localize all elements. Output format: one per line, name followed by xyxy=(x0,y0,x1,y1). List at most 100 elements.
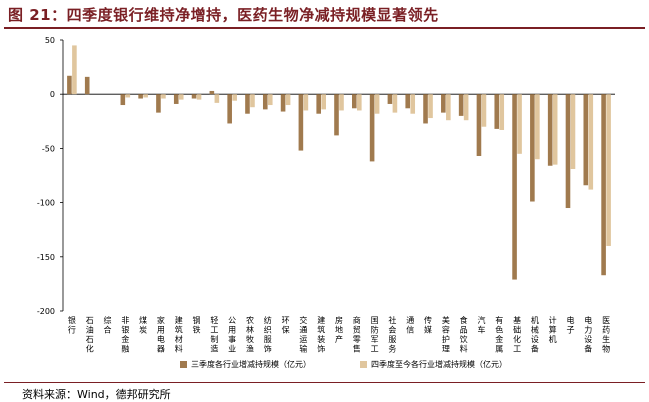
bar-1-4 xyxy=(138,94,143,99)
y-tick-label: -100 xyxy=(37,199,55,208)
bar-2-17 xyxy=(374,94,380,114)
bar-1-23 xyxy=(476,94,482,156)
category-label-25: 基础化工 xyxy=(513,315,521,354)
category-label-16: 商贸零售 xyxy=(353,315,361,354)
bar-1-8 xyxy=(209,90,215,95)
axis-layer: 50 0 -50 -100 -150 -200 xyxy=(37,36,615,316)
bar-1-11 xyxy=(262,94,268,110)
bar-2-27 xyxy=(552,94,558,165)
bar-2-13 xyxy=(303,94,309,111)
bar-2-26 xyxy=(535,94,540,160)
category-label-12: 环保 xyxy=(282,316,290,335)
bar-2-10 xyxy=(250,94,255,108)
y-tick-label: 0 xyxy=(50,90,55,99)
bar-1-9 xyxy=(227,94,232,124)
category-label-19: 通信 xyxy=(406,315,414,335)
bar-1-14 xyxy=(316,94,321,114)
bar-1-20 xyxy=(423,94,428,124)
category-label-8: 轻工制造 xyxy=(210,315,218,354)
bar-2-19 xyxy=(410,94,416,114)
bar-1-5 xyxy=(156,94,161,113)
bar-1-30 xyxy=(601,94,606,276)
bar-1-12 xyxy=(280,94,286,112)
bar-2-30 xyxy=(606,94,611,246)
bar-1-17 xyxy=(369,94,375,162)
y-tick-label: -200 xyxy=(37,307,55,316)
bar-1-7 xyxy=(191,94,197,99)
category-label-5: 家用电器 xyxy=(157,315,165,354)
bar-1-13 xyxy=(298,94,304,151)
footer-divider xyxy=(4,382,645,383)
bar-2-23 xyxy=(481,94,487,127)
category-label-30: 医药生物 xyxy=(602,316,610,354)
legend-label-1: 三季度各行业增减持规模（亿元） xyxy=(191,359,311,369)
y-tick-label: -50 xyxy=(42,144,55,153)
category-label-13: 交通运输 xyxy=(299,315,307,354)
category-label-29: 电力设备 xyxy=(584,315,592,354)
category-label-6: 建筑材料 xyxy=(175,315,183,354)
bar-1-16 xyxy=(352,94,357,109)
bar-2-9 xyxy=(232,94,237,101)
category-label-4: 煤炭 xyxy=(139,315,147,335)
bar-1-26 xyxy=(530,94,535,202)
category-label-23: 汽车 xyxy=(477,315,485,335)
bar-2-11 xyxy=(267,94,273,106)
category-label-0: 银行 xyxy=(68,315,76,335)
category-label-2: 综合 xyxy=(104,315,112,335)
category-label-22: 食品饮料 xyxy=(460,315,468,354)
bar-2-5 xyxy=(161,94,166,99)
bar-2-25 xyxy=(517,94,522,154)
category-label-11: 纺织服饰 xyxy=(264,315,272,354)
category-label-28: 电子 xyxy=(566,315,574,335)
category-label-27: 计算机 xyxy=(549,315,557,344)
bar-2-24 xyxy=(499,94,505,130)
category-label-20: 传媒 xyxy=(424,315,432,335)
category-label-10: 农林牧渔 xyxy=(246,315,254,354)
category-label-24: 有色金属 xyxy=(495,315,503,354)
category-label-7: 钢铁 xyxy=(193,315,201,335)
bar-1-6 xyxy=(173,94,179,104)
bar-2-29 xyxy=(588,94,594,190)
bar-1-22 xyxy=(458,94,464,116)
bar-1-28 xyxy=(565,94,571,209)
bar-2-0 xyxy=(72,45,77,95)
y-tick-label: -150 xyxy=(37,253,55,262)
category-label-21: 美容护理 xyxy=(442,315,450,354)
bar-1-25 xyxy=(512,94,517,280)
bar-2-18 xyxy=(392,94,398,113)
title-divider xyxy=(4,27,645,29)
category-labels: 银行 石油石化 综合 非银金融 煤炭 家用电器 建筑材料 钢铁 轻工制造 公用事业 农林牧渔 纺织服饰… xyxy=(68,315,610,354)
category-label-17: 国防军工 xyxy=(371,316,379,354)
source-note: 资料来源：Wind，德邦研究所 xyxy=(22,388,171,401)
bar-1-24 xyxy=(494,94,500,129)
bar-2-4 xyxy=(143,94,148,98)
bar-2-15 xyxy=(339,94,344,111)
bar-1-15 xyxy=(334,94,339,136)
legend: 三季度各行业增减持规模（亿元） 四季度至今各行业增减持规模（亿元） xyxy=(180,359,507,369)
bar-2-28 xyxy=(570,94,576,169)
bar-1-19 xyxy=(405,94,411,109)
bar-1-29 xyxy=(583,94,589,186)
bar-2-21 xyxy=(446,94,451,121)
bar-2-22 xyxy=(463,94,469,121)
legend-label-2: 四季度至今各行业增减持规模（亿元） xyxy=(371,359,507,369)
category-label-18: 社会服务 xyxy=(388,315,396,354)
category-label-26: 机械设备 xyxy=(531,315,539,354)
bar-2-20 xyxy=(428,94,433,119)
bar-chart: 50 0 -50 -100 -150 -200 银行 石油石化 综合 非银金融 煤炭 家用电器 建筑材… xyxy=(37,36,615,369)
legend-swatch-2 xyxy=(360,361,367,368)
bar-2-3 xyxy=(125,94,131,98)
bar-1-3 xyxy=(120,94,126,106)
category-label-3: 非银金融 xyxy=(121,315,129,354)
category-label-14: 建筑装饰 xyxy=(317,315,325,354)
bar-2-16 xyxy=(357,94,362,111)
bar-1-21 xyxy=(441,94,446,113)
bar-2-12 xyxy=(285,94,291,106)
category-label-9: 公用事业 xyxy=(228,316,236,354)
category-label-1: 石油石化 xyxy=(86,316,94,354)
category-label-15: 房地产 xyxy=(335,315,343,344)
legend-swatch-1 xyxy=(180,361,187,368)
page-title: 图 21：四季度银行维持净增持，医药生物净减持规模显著领先 xyxy=(8,6,439,24)
bar-1-0 xyxy=(67,75,72,95)
bar-1-1 xyxy=(84,76,90,95)
